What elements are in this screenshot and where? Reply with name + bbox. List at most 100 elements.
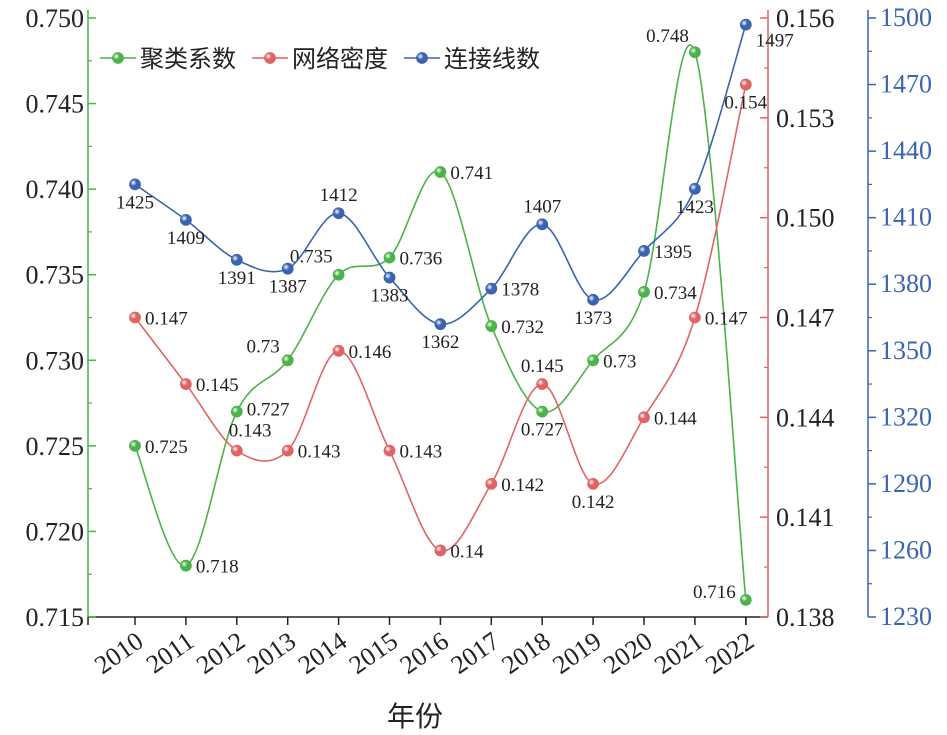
data-point bbox=[536, 378, 549, 390]
data-point bbox=[281, 354, 294, 367]
x-tick-label: 2018 bbox=[496, 626, 555, 680]
x-tick-label: 2014 bbox=[293, 626, 352, 680]
data-label: 1409 bbox=[167, 228, 205, 249]
data-label: 0.145 bbox=[521, 356, 564, 377]
x-tick-label: 2015 bbox=[344, 626, 403, 680]
data-point bbox=[383, 251, 396, 264]
data-label: 1373 bbox=[574, 308, 612, 329]
data-label: 0.143 bbox=[400, 442, 443, 463]
data-label: 0.144 bbox=[654, 408, 697, 429]
data-label: 1407 bbox=[523, 196, 561, 217]
x-axis-label: 年份 bbox=[387, 700, 443, 733]
left-tick-label: 0.725 bbox=[26, 432, 85, 461]
data-label: 0.716 bbox=[693, 582, 736, 603]
left-tick-label: 0.745 bbox=[26, 90, 85, 119]
legend-label: 聚类系数 bbox=[140, 45, 236, 73]
data-point bbox=[129, 439, 141, 452]
data-point bbox=[179, 378, 192, 390]
data-label: 0.147 bbox=[145, 309, 188, 330]
x-tick-label: 2017 bbox=[446, 626, 505, 680]
legend-marker bbox=[416, 52, 428, 64]
data-point bbox=[587, 354, 599, 367]
right-tick-label: 1410 bbox=[880, 203, 932, 232]
data-label: 1387 bbox=[269, 277, 307, 298]
data-label: 0.73 bbox=[603, 351, 636, 372]
data-point bbox=[129, 311, 141, 324]
data-point bbox=[689, 182, 701, 195]
legend-marker bbox=[112, 52, 124, 64]
middle-tick-label: 0.147 bbox=[776, 304, 835, 333]
left-tick-label: 0.730 bbox=[26, 346, 85, 375]
left-tick-label: 0.740 bbox=[26, 175, 85, 204]
data-label: 0.727 bbox=[521, 420, 564, 441]
right-tick-label: 1230 bbox=[880, 602, 932, 631]
data-point bbox=[638, 245, 650, 257]
data-point bbox=[638, 285, 650, 298]
data-point bbox=[638, 411, 650, 424]
middle-tick-label: 0.138 bbox=[776, 603, 835, 632]
data-label: 0.748 bbox=[646, 26, 689, 47]
data-label: 0.142 bbox=[501, 475, 544, 496]
data-point bbox=[230, 405, 243, 418]
middle-tick-label: 0.153 bbox=[776, 104, 835, 133]
data-point bbox=[281, 262, 294, 275]
data-label: 0.741 bbox=[450, 163, 493, 184]
right-tick-label: 1380 bbox=[880, 269, 932, 298]
data-label: 1395 bbox=[654, 242, 692, 263]
data-label: 1378 bbox=[501, 280, 539, 301]
data-label: 1423 bbox=[676, 197, 714, 218]
x-tick-label: 2010 bbox=[89, 626, 148, 680]
x-tick-label: 2021 bbox=[649, 626, 708, 680]
x-tick-label: 2011 bbox=[141, 626, 199, 679]
data-point bbox=[383, 444, 396, 457]
data-label: 0.145 bbox=[196, 375, 239, 396]
data-point bbox=[587, 477, 599, 490]
middle-tick-label: 0.150 bbox=[776, 204, 835, 233]
left-tick-label: 0.750 bbox=[26, 4, 85, 33]
data-label: 0.142 bbox=[572, 492, 615, 513]
right-tick-label: 1500 bbox=[880, 3, 932, 32]
data-label: 0.154 bbox=[724, 93, 767, 114]
data-point bbox=[281, 444, 294, 457]
data-point bbox=[434, 544, 447, 557]
x-tick-label: 2022 bbox=[700, 626, 759, 680]
legend-label: 连接线数 bbox=[444, 45, 540, 73]
left-tick-label: 0.715 bbox=[26, 603, 85, 632]
data-point bbox=[739, 593, 752, 606]
left-tick-label: 0.720 bbox=[26, 517, 85, 546]
x-tick-label: 2019 bbox=[547, 626, 606, 680]
data-label: 1497 bbox=[756, 31, 794, 52]
data-point bbox=[383, 271, 396, 284]
data-point bbox=[739, 18, 752, 31]
data-point bbox=[587, 293, 599, 306]
legend-label: 网络密度 bbox=[292, 45, 388, 73]
data-label: 1425 bbox=[116, 192, 154, 213]
right-tick-label: 1470 bbox=[880, 70, 932, 99]
x-tick-label: 2020 bbox=[598, 626, 657, 680]
x-tick-label: 2012 bbox=[191, 626, 250, 680]
data-label: 0.147 bbox=[705, 309, 748, 330]
right-tick-label: 1290 bbox=[880, 469, 932, 498]
data-label: 0.734 bbox=[654, 283, 697, 304]
data-point bbox=[739, 78, 752, 91]
series-line-2 bbox=[134, 24, 747, 325]
data-label: 1412 bbox=[320, 185, 358, 206]
series-line-1 bbox=[134, 84, 747, 552]
data-point bbox=[332, 268, 345, 281]
data-label: 0.725 bbox=[145, 437, 188, 458]
legend-marker bbox=[264, 52, 276, 64]
right-tick-label: 1440 bbox=[880, 136, 932, 165]
data-point bbox=[332, 207, 345, 220]
data-point bbox=[129, 178, 141, 191]
x-tick-label: 2013 bbox=[242, 626, 301, 680]
right-tick-label: 1350 bbox=[880, 336, 932, 365]
data-label: 0.732 bbox=[501, 317, 544, 338]
x-tick-label: 2016 bbox=[395, 626, 454, 680]
left-tick-label: 0.735 bbox=[26, 261, 85, 290]
data-label: 0.735 bbox=[290, 247, 333, 268]
data-label: 0.143 bbox=[298, 442, 341, 463]
data-point bbox=[485, 320, 498, 332]
data-label: 1383 bbox=[371, 286, 409, 307]
middle-tick-label: 0.144 bbox=[776, 403, 835, 432]
